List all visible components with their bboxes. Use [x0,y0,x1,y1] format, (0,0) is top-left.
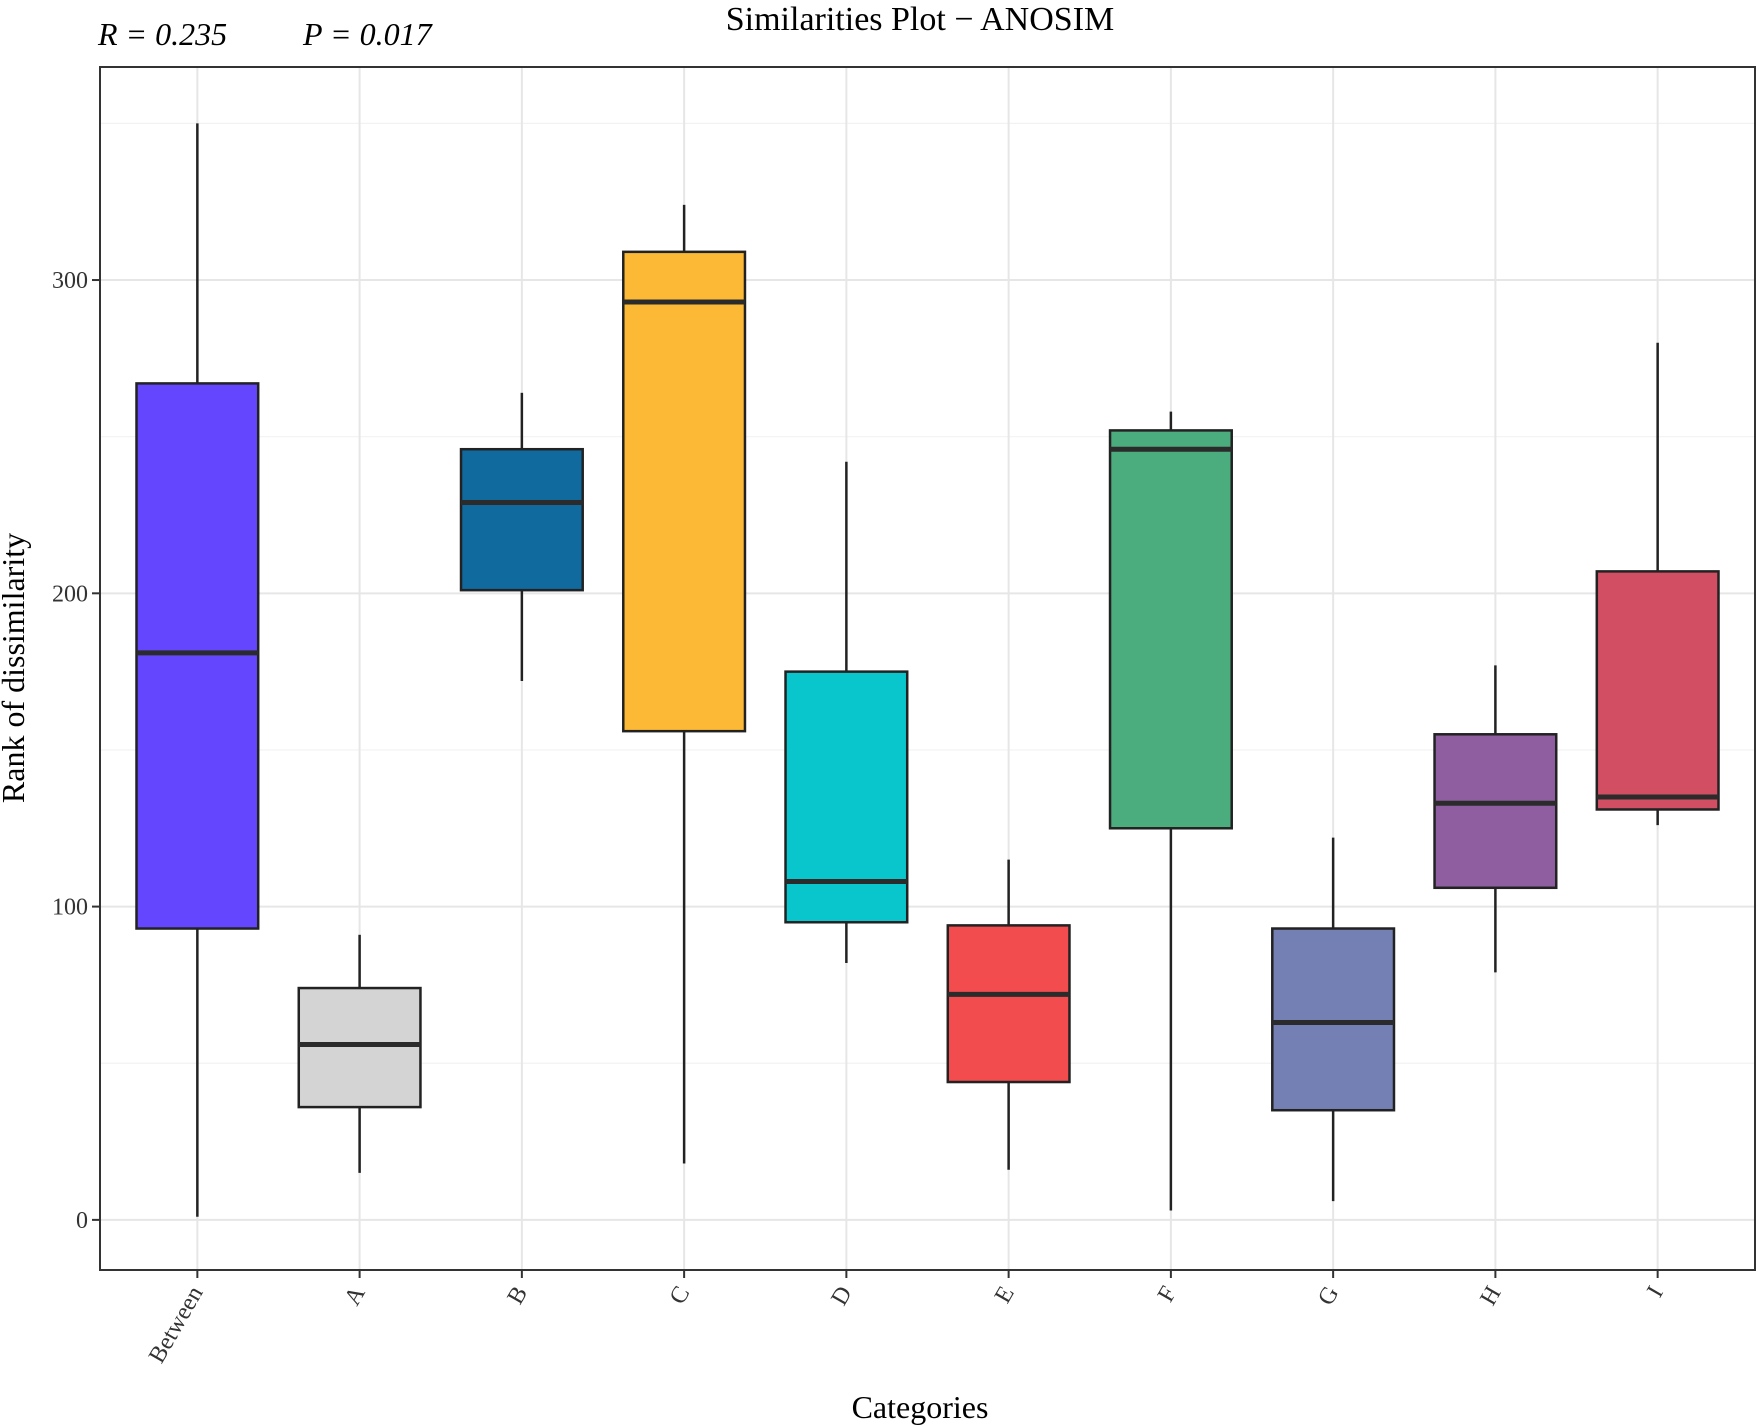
y-axis: 0 100 200 300 [52,268,100,1234]
x-tick-label: I [1642,1282,1669,1302]
x-tick-label: Between [144,1282,209,1368]
box-g [1271,837,1396,1202]
iqr-box [297,986,422,1109]
box-d [784,461,909,963]
box-i [1595,342,1720,826]
x-tick-label: A [340,1281,372,1310]
x-tick-label: E [990,1282,1020,1308]
iqr-box [622,250,747,733]
x-tick-label: F [1153,1282,1182,1307]
iqr-box [946,924,1071,1084]
iqr-box [135,382,260,930]
box-between [135,123,260,1217]
box-a [297,934,422,1173]
iqr-box [1595,570,1720,811]
iqr-box [1271,927,1396,1112]
r-statistic: R = 0.235 [97,16,227,52]
x-tick-label: G [1313,1282,1344,1310]
y-tick-label: 100 [52,895,88,921]
iqr-box [784,670,909,924]
iqr-box [1433,733,1558,890]
x-axis: Between A B C D E F G H I [144,1270,1669,1368]
iqr-box [1108,429,1233,830]
x-axis-title: Categories [852,1389,989,1425]
box-b [459,392,584,682]
box-c [622,204,747,1164]
chart-title: Similarities Plot − ANOSIM [726,1,1115,38]
x-tick-label: C [665,1282,696,1309]
x-tick-label: B [503,1282,534,1309]
p-value: P = 0.017 [302,16,434,52]
iqr-box [459,447,584,592]
y-axis-title: Rank of dissimilarity [0,533,31,803]
x-tick-label: D [826,1282,857,1310]
box-e [946,859,1071,1170]
box-f [1108,411,1233,1211]
y-tick-label: 200 [52,581,88,607]
plot-panel-border [99,66,1756,1271]
y-tick-label: 0 [76,1208,88,1234]
box-h [1433,665,1558,973]
y-tick-label: 300 [52,268,88,294]
box-series [135,123,1720,1217]
x-tick-label: H [1475,1282,1506,1310]
